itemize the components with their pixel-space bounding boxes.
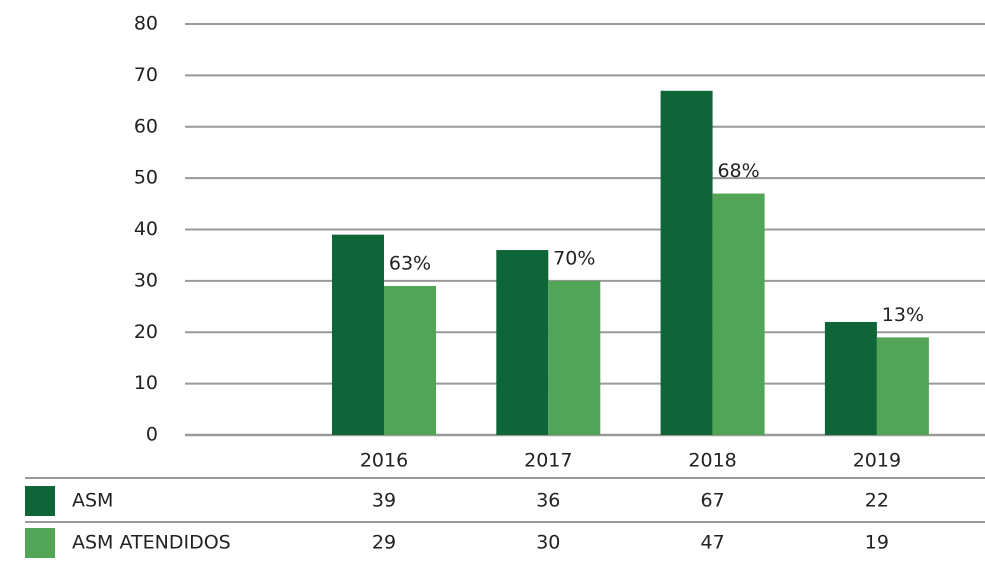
- y-tick-label: 30: [134, 269, 158, 291]
- y-tick-label: 20: [134, 321, 158, 343]
- x-tick-label: 2017: [524, 450, 572, 472]
- bar-annotation: 13%: [882, 304, 924, 326]
- bar: [876, 337, 929, 435]
- legend-label: ASM: [72, 490, 113, 512]
- table-value: 30: [536, 532, 560, 554]
- legend-swatch: [25, 486, 55, 516]
- y-tick-label: 10: [134, 372, 158, 394]
- table-value: 29: [372, 532, 396, 554]
- bar-annotation: 63%: [389, 253, 431, 275]
- bar: [548, 280, 601, 435]
- table-value: 47: [701, 532, 725, 554]
- table-value: 67: [701, 490, 725, 512]
- table-value: 39: [372, 490, 396, 512]
- y-tick-label: 70: [134, 64, 158, 86]
- x-tick-label: 2019: [853, 450, 901, 472]
- y-tick-label: 50: [134, 167, 158, 189]
- y-tick-label: 60: [134, 115, 158, 137]
- y-tick-label: 0: [146, 424, 158, 446]
- bar-annotation: 68%: [717, 160, 759, 182]
- x-tick-label: 2016: [360, 450, 408, 472]
- bar: [660, 90, 713, 435]
- bar: [712, 193, 765, 435]
- bar: [496, 250, 549, 435]
- bar: [332, 234, 384, 435]
- legend-label: ASM ATENDIDOS: [72, 532, 231, 554]
- table-value: 36: [536, 490, 560, 512]
- x-tick-label: 2018: [688, 450, 736, 472]
- bar-annotation: 70%: [553, 247, 595, 269]
- y-tick-label: 40: [134, 218, 158, 240]
- bar: [824, 321, 877, 435]
- table-value: 19: [865, 532, 889, 554]
- bar: [384, 286, 436, 435]
- table-value: 22: [865, 490, 889, 512]
- y-tick-label: 80: [134, 13, 158, 35]
- legend-swatch: [25, 528, 55, 558]
